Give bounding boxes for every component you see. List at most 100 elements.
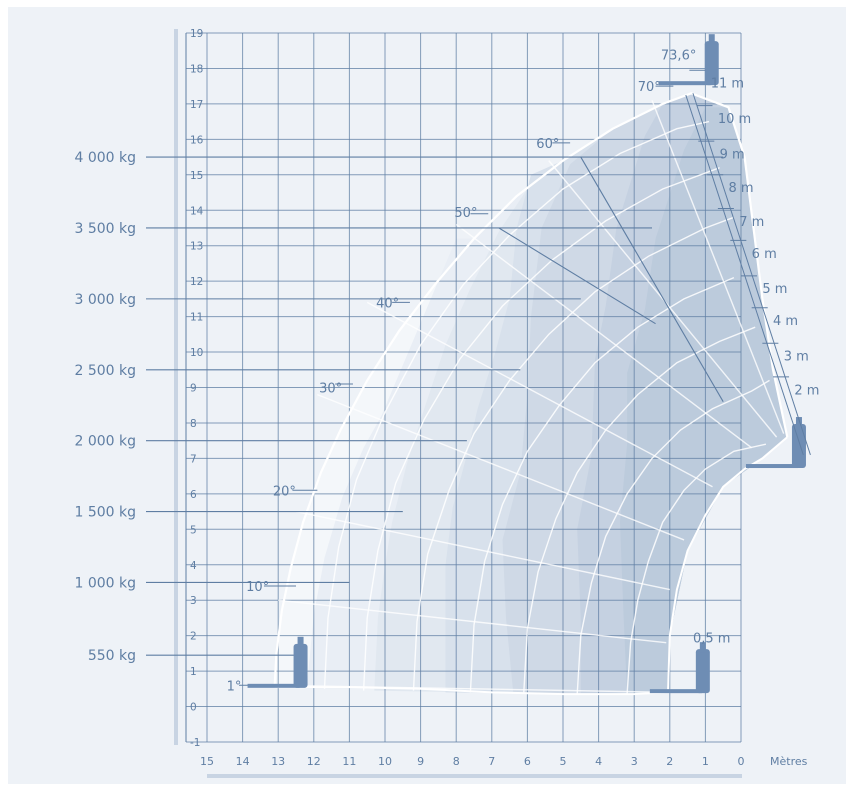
y-tick-label: 9 xyxy=(190,383,197,395)
machine-cab xyxy=(699,642,706,653)
x-tick-label: 13 xyxy=(271,755,285,768)
load-label: 2 500 kg xyxy=(74,363,136,379)
machine-cab xyxy=(795,417,802,428)
extension-label: 6 m xyxy=(752,247,777,262)
load-label: 1 000 kg xyxy=(74,575,136,591)
extension-label: 5 m xyxy=(762,282,787,297)
machine-forks xyxy=(745,464,798,469)
machine-body xyxy=(704,41,719,86)
y-tick-label: 8 xyxy=(190,418,197,430)
machines xyxy=(247,34,806,694)
machine-top xyxy=(658,34,719,86)
y-tick-label: 14 xyxy=(190,205,204,217)
boom-radial xyxy=(278,599,667,644)
angle-label: 10° xyxy=(246,580,269,595)
machine-cab xyxy=(708,34,715,45)
y-tick-label: 15 xyxy=(190,170,203,182)
envelope-arc xyxy=(626,443,767,695)
x-tick-label: 9 xyxy=(417,755,424,768)
boom-radial xyxy=(366,301,713,488)
machine-low-reach xyxy=(247,636,308,688)
envelope-arc xyxy=(362,167,720,691)
y-tick-label: 18 xyxy=(190,63,203,75)
load-label: 3 000 kg xyxy=(74,292,136,308)
boom-radial xyxy=(548,160,778,438)
extension-label: 11 m xyxy=(711,77,744,92)
extension-label: 9 m xyxy=(720,148,745,163)
boom-radial xyxy=(651,100,785,434)
machine-extended xyxy=(745,417,806,469)
boom-rail xyxy=(685,94,804,456)
x-axis-unit-label: Mètres xyxy=(770,755,808,768)
machine-forks xyxy=(247,683,300,688)
y-tick-label: 5 xyxy=(190,524,197,536)
y-tick-label: 16 xyxy=(190,134,204,146)
x-tick-label: 3 xyxy=(631,755,638,768)
envelope-arc xyxy=(323,120,710,689)
load-label: 2 000 kg xyxy=(74,434,136,450)
machine-body xyxy=(293,643,308,688)
load-label: 4 000 kg xyxy=(74,150,136,166)
load-line-diagonal xyxy=(580,156,724,402)
y-tick-label: 11 xyxy=(190,312,203,324)
extension-labels: 0,5 m 2 m 3 m 4 m 5 m 6 m 7 m 8 m 9 m 10 m 11 m xyxy=(693,77,820,647)
boom-rail xyxy=(692,93,811,456)
y-tick-label: 12 xyxy=(190,276,203,288)
left-scale-bar xyxy=(174,29,178,745)
extension-label: 2 m xyxy=(794,383,819,398)
x-tick-label: 5 xyxy=(560,755,567,768)
y-tick-label: 13 xyxy=(190,241,203,253)
load-labels: 550 kg 1 000 kg 1 500 kg 2 000 kg 2 500 kg 3 … xyxy=(74,150,136,664)
y-tick-label: 10 xyxy=(190,347,203,359)
x-tick-label: 4 xyxy=(595,755,602,768)
machine-body xyxy=(791,424,806,469)
x-tick-label: 6 xyxy=(524,755,531,768)
angle-label: 60° xyxy=(536,137,559,152)
y-tick-label: -1 xyxy=(190,737,200,749)
x-tick-label: 14 xyxy=(236,755,250,768)
outer-envelope xyxy=(273,92,789,688)
x-tick-label: 7 xyxy=(488,755,495,768)
extension-label: 0,5 m xyxy=(693,631,730,646)
boom-radial xyxy=(295,510,670,591)
boom-radial xyxy=(317,393,685,541)
load-line-diagonal xyxy=(498,227,656,325)
x-tick-label: 11 xyxy=(342,755,356,768)
angle-label: 1° xyxy=(227,679,242,694)
y-tick-label: 0 xyxy=(190,702,197,714)
load-label: 3 500 kg xyxy=(74,221,136,237)
y-tick-label: 17 xyxy=(190,99,203,111)
envelope-arc xyxy=(523,326,756,693)
x-tick-label: 10 xyxy=(378,755,392,768)
machine-base xyxy=(649,642,710,694)
angle-labels: 1° 10° 20° 30° 40° 50° 60° 70° 73,6° xyxy=(227,48,697,694)
boom-extension-scale xyxy=(685,69,811,456)
boom-radial xyxy=(455,223,753,449)
machine-forks xyxy=(649,689,702,694)
y-tick-label: 1 xyxy=(190,666,197,678)
extension-label: 8 m xyxy=(729,181,754,196)
y-tick-label: 19 xyxy=(190,28,203,40)
x-tick-label: 2 xyxy=(666,755,673,768)
machine-cab xyxy=(297,636,304,647)
bottom-scale-bar xyxy=(207,774,742,778)
y-tick-label: 2 xyxy=(190,631,197,643)
x-tick-label: 8 xyxy=(453,755,460,768)
angle-label: 73,6° xyxy=(661,48,696,63)
y-tick-label: 4 xyxy=(190,560,197,572)
boom-radials xyxy=(278,100,785,694)
envelope-arcs xyxy=(273,92,789,696)
x-tick-label: 12 xyxy=(307,755,321,768)
envelope-arc xyxy=(576,379,770,695)
y-tick-label: 6 xyxy=(190,489,197,501)
machine-body xyxy=(695,649,710,694)
extension-label: 4 m xyxy=(773,314,798,329)
angle-label: 70° xyxy=(638,80,661,95)
envelope-arc xyxy=(469,276,735,693)
x-tick-label: 15 xyxy=(200,755,214,768)
angle-label: 50° xyxy=(454,206,477,221)
angle-label: 40° xyxy=(376,296,399,311)
angle-label: 20° xyxy=(273,484,296,499)
load-label: 550 kg xyxy=(88,648,136,664)
